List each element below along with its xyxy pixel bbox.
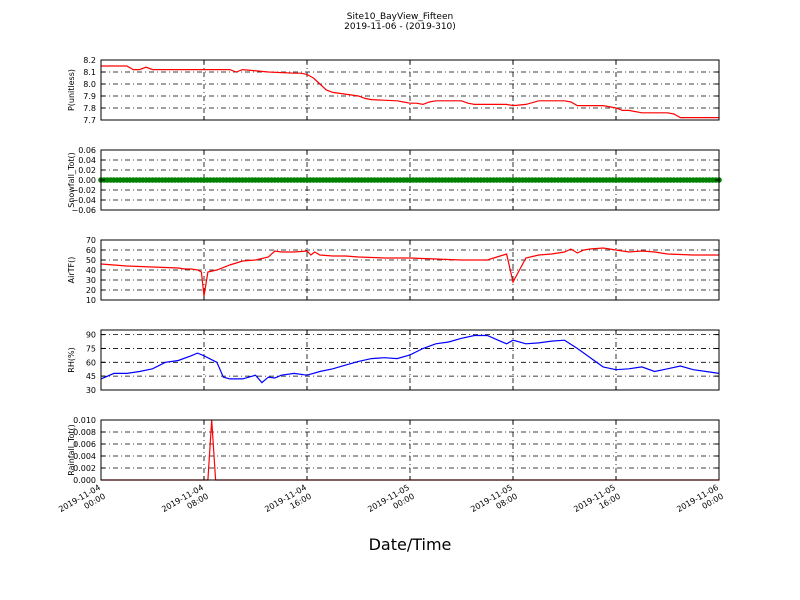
figure-title: Site10_BayView_Fifteen <box>347 12 453 22</box>
series-markers <box>98 177 722 183</box>
y-tick-label: 40 <box>86 266 96 275</box>
y-tick-label: 90 <box>86 331 96 340</box>
subplot-5: 0.010 0.008 0.006 0.004 0.002 0.000Rainfall_T… <box>67 416 720 485</box>
y-tick-label: 8.0 <box>83 80 96 89</box>
y-axis-label: AirTF() <box>67 257 76 284</box>
subplot-panels: 8.28.18.07.97.87.7P(unitless)0.060.040.0… <box>67 56 722 485</box>
y-tick-label: 0.004 <box>73 452 96 461</box>
subplot-1: 8.2 8.1 8.0 7.9 7.8 7.7 P(unitless) <box>67 56 720 125</box>
y-tick-label: 30 <box>86 276 96 285</box>
figure-subtitle: 2019-11-06 - (2019-310) <box>344 22 456 32</box>
series-line <box>100 334 720 384</box>
y-tick-label: 8.1 <box>83 68 96 77</box>
y-axis-label: RH(%) <box>67 347 76 372</box>
y-tick-label: 0.04 <box>78 156 96 165</box>
y-tick-label: 0.002 <box>73 464 96 473</box>
y-tick-label: 0.006 <box>73 440 96 449</box>
y-tick-label: −0.06 <box>71 206 96 215</box>
y-tick-label: 7.9 <box>83 92 96 101</box>
y-tick-label: 30 <box>86 386 96 395</box>
y-tick-label: 0.000 <box>73 476 96 485</box>
y-axis-label: Rainfall_Tot() <box>67 424 76 476</box>
y-axis-label: P(unitless) <box>67 69 76 111</box>
y-tick-label: 0.00 <box>78 176 96 185</box>
series-line <box>101 65 719 119</box>
subplot-4: 90 75 60 45 30 RH(%) <box>67 329 720 395</box>
y-tick-label: 0.02 <box>78 166 96 175</box>
y-tick-label: 7.8 <box>83 104 96 113</box>
y-tick-label: 0.010 <box>73 416 96 425</box>
y-tick-label: 0.06 <box>78 146 96 155</box>
y-tick-label: −0.02 <box>71 186 96 195</box>
y-axis-label: Snowfall_Tot() <box>67 152 76 208</box>
y-tick-label: 60 <box>86 246 96 255</box>
y-tick-label: 50 <box>86 256 96 265</box>
y-tick-label: 10 <box>86 296 96 305</box>
x-axis-label: Date/Time <box>369 535 452 554</box>
y-tick-label: 0.008 <box>73 428 96 437</box>
y-tick-label: −0.04 <box>71 196 96 205</box>
subplot-2: 0.060.040.020.00−0.02−0.04−0.06Snowfall_… <box>67 146 722 215</box>
y-tick-label: 8.2 <box>83 56 96 65</box>
y-tick-label: 7.7 <box>83 116 96 125</box>
y-tick-label: 70 <box>86 236 96 245</box>
y-tick-label: 75 <box>86 344 96 353</box>
y-tick-label: 60 <box>86 358 96 367</box>
series-line <box>100 247 719 297</box>
y-tick-label: 20 <box>86 286 96 295</box>
y-tick-label: 45 <box>86 372 96 381</box>
